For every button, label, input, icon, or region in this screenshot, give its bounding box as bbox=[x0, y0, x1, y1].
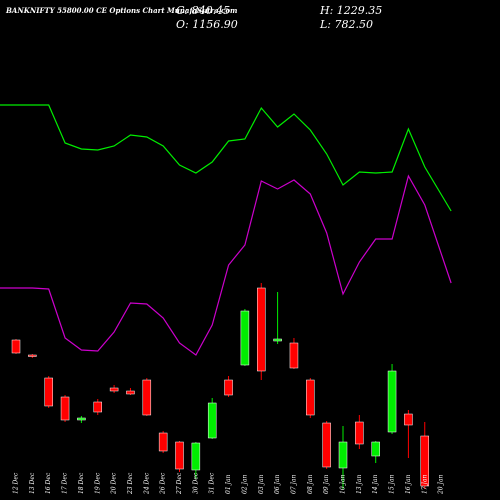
candle-body bbox=[11, 339, 21, 354]
candle-body bbox=[338, 441, 348, 469]
indicator-line-1 bbox=[0, 104, 452, 212]
x-tick-label: 16 Dec bbox=[45, 472, 52, 494]
x-tick-label: 30 Dec bbox=[192, 472, 199, 494]
indicator-line-2 bbox=[0, 174, 452, 356]
chart-title: BANKNIFTY 55800.00 CE Options Chart Muna… bbox=[6, 6, 238, 15]
x-tick-label: 20 Jan bbox=[438, 474, 445, 495]
x-tick-label: 17 Jan bbox=[421, 474, 428, 494]
high-value: H: 1229.35 bbox=[320, 4, 383, 17]
x-tick-label: 06 Jan bbox=[274, 474, 281, 494]
candle-body bbox=[322, 422, 331, 468]
candle-body bbox=[420, 435, 429, 487]
candle-body bbox=[387, 370, 397, 433]
x-tick-label: 13 Jan bbox=[356, 474, 363, 494]
x-tick-label: 27 Dec bbox=[176, 472, 183, 495]
candle-body bbox=[126, 390, 135, 395]
open-value: O: 1156.90 bbox=[176, 18, 238, 31]
close-value: C: 840.45 bbox=[176, 4, 231, 17]
x-tick-label: 17 Dec bbox=[62, 472, 69, 494]
candle-body bbox=[175, 441, 184, 470]
candle-body bbox=[191, 442, 201, 471]
candle-body bbox=[273, 338, 282, 342]
x-tick-label: 19 Dec bbox=[94, 472, 101, 494]
x-tick-label: 15 Jan bbox=[389, 474, 396, 494]
candle-body bbox=[240, 310, 250, 366]
x-tick-label: 24 Dec bbox=[143, 472, 150, 495]
x-tick-label: 20 Dec bbox=[111, 472, 118, 495]
candle-body bbox=[60, 396, 70, 421]
candle-body bbox=[93, 401, 102, 413]
candle-body bbox=[142, 379, 152, 416]
candle-body bbox=[44, 377, 53, 407]
x-tick-label: 03 Jan bbox=[258, 474, 265, 494]
candle-body bbox=[355, 421, 364, 445]
candle-body bbox=[224, 379, 233, 396]
x-tick-label: 08 Jan bbox=[307, 474, 314, 494]
x-tick-label: 09 Jan bbox=[323, 474, 330, 494]
x-tick-label: 26 Dec bbox=[160, 472, 167, 495]
x-tick-label: 18 Dec bbox=[78, 472, 85, 494]
x-tick-label: 31 Dec bbox=[209, 472, 216, 494]
candle-body bbox=[207, 402, 217, 439]
candle-body bbox=[257, 287, 266, 372]
x-tick-label: 23 Dec bbox=[127, 472, 134, 495]
candle-body bbox=[404, 413, 413, 426]
candle-body bbox=[158, 432, 168, 452]
candle-body bbox=[109, 387, 119, 392]
low-value: L: 782.50 bbox=[320, 18, 373, 31]
candle-body bbox=[371, 441, 380, 457]
x-tick-label: 02 Jan bbox=[241, 474, 248, 494]
x-tick-label: 16 Jan bbox=[405, 474, 412, 494]
candle-body bbox=[289, 342, 299, 369]
x-tick-label: 07 Jan bbox=[290, 474, 297, 494]
candle-body bbox=[77, 417, 86, 421]
candle-body bbox=[306, 379, 315, 416]
candle-body bbox=[28, 354, 37, 357]
x-tick-label: 01 Jan bbox=[225, 474, 232, 494]
x-tick-label: 14 Jan bbox=[372, 474, 379, 494]
x-tick-label: 13 Dec bbox=[29, 472, 36, 494]
x-tick-label: 12 Dec bbox=[13, 472, 20, 494]
x-tick-label: 10 Jan bbox=[340, 474, 347, 494]
